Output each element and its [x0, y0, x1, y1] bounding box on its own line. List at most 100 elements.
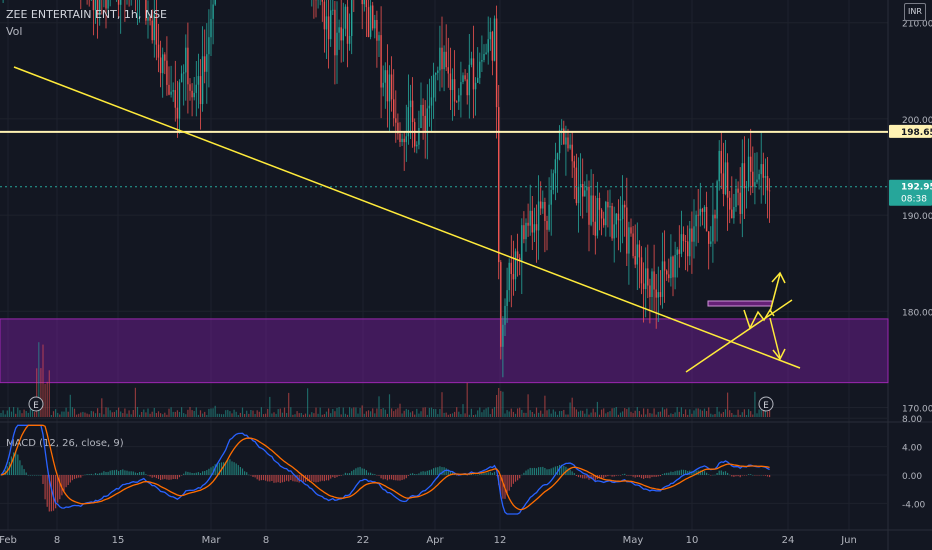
- volume-bar: [750, 411, 752, 417]
- candle-body: [537, 201, 540, 231]
- time-axis-label: 12: [494, 535, 507, 546]
- volume-bar: [699, 409, 701, 417]
- macd-histogram-bar: [361, 468, 363, 475]
- candle-body: [378, 35, 380, 41]
- candle-body: [210, 18, 212, 38]
- macd-histogram-bar: [571, 471, 573, 475]
- macd-histogram-bar: [332, 475, 334, 478]
- macd-histogram-bar: [430, 469, 433, 475]
- volume-bar: [710, 413, 712, 417]
- volume-bar: [424, 407, 426, 417]
- volume-bar: [120, 411, 122, 417]
- volume-bar: [483, 409, 485, 417]
- volume-bar: [409, 412, 412, 417]
- symbol-title[interactable]: ZEE ENTERTAIN ENT, 1h, NSE: [6, 8, 167, 21]
- macd-histogram-bar: [733, 475, 735, 477]
- volume-bar: [405, 408, 407, 417]
- candle-body: [409, 100, 412, 108]
- candle-body: [697, 214, 699, 216]
- volume-bar: [449, 413, 451, 417]
- volume-bar: [223, 414, 225, 417]
- volume-bar: [458, 411, 460, 417]
- candle-body: [176, 107, 179, 119]
- macd-histogram-bar: [128, 471, 130, 475]
- macd-histogram-bar: [132, 471, 134, 475]
- volume-bar: [651, 413, 653, 417]
- macd-pane: MACD (12, 26, close, 9): [0, 424, 771, 515]
- macd-axis-tick-label: 4.00: [902, 444, 922, 454]
- volume-bar: [697, 408, 699, 417]
- volume-bar: [170, 407, 172, 417]
- candle-body: [684, 241, 687, 242]
- candle-body: [107, 0, 109, 9]
- macd-histogram-bar: [139, 472, 141, 475]
- volume-bar: [468, 414, 470, 417]
- macd-histogram-bar: [309, 475, 311, 482]
- macd-histogram-bar: [527, 469, 529, 475]
- candle-body: [384, 70, 386, 83]
- macd-histogram-bar: [65, 475, 67, 488]
- volume-bar: [590, 412, 592, 417]
- macd-histogram-bar: [508, 475, 510, 491]
- price-axis-tick-label: 180.00: [902, 308, 932, 318]
- currency-badge[interactable]: INR: [904, 3, 926, 21]
- volume-bar: [460, 414, 462, 417]
- candle-body: [178, 82, 181, 119]
- macd-histogram-bar: [605, 475, 607, 477]
- macd-histogram-bar: [273, 475, 275, 483]
- macd-histogram-bar: [477, 474, 479, 476]
- time-axis-label: Mar: [202, 535, 222, 546]
- macd-histogram-bar: [63, 475, 65, 492]
- candle-body: [510, 262, 512, 274]
- macd-histogram-bar: [638, 475, 640, 478]
- volume-bar: [73, 408, 76, 417]
- volume-indicator-label[interactable]: Vol: [6, 25, 23, 38]
- candle-body: [151, 20, 153, 41]
- macd-histogram-bar: [643, 475, 645, 479]
- candle-body: [561, 128, 563, 130]
- macd-histogram-bar: [561, 464, 563, 475]
- candle-body: [504, 305, 506, 325]
- volume-bar: [582, 410, 584, 417]
- candle-body: [159, 57, 162, 74]
- time-axis-label: 24: [782, 535, 795, 546]
- candle-body: [470, 58, 473, 65]
- macd-histogram-bar: [357, 467, 359, 475]
- candle-body: [592, 195, 594, 222]
- macd-histogram-bar: [359, 466, 361, 475]
- macd-histogram-bar: [401, 475, 403, 480]
- macd-histogram-bar: [554, 466, 556, 475]
- volume-bar: [569, 402, 571, 417]
- candle-body: [666, 270, 668, 275]
- volume-bar: [393, 411, 395, 417]
- macd-histogram-bar: [227, 460, 229, 475]
- volume-bar: [86, 413, 88, 417]
- volume-bar: [388, 394, 391, 417]
- macd-histogram-bar: [569, 469, 571, 475]
- volume-bar: [36, 368, 38, 417]
- macd-histogram-bar: [517, 475, 519, 481]
- volume-bar: [611, 408, 613, 417]
- volume-bar: [695, 408, 697, 417]
- volume-bar: [346, 414, 349, 417]
- macd-histogram-bar: [682, 469, 685, 475]
- candle-body: [374, 20, 376, 29]
- macd-histogram-bar: [540, 467, 542, 475]
- volume-bar: [225, 410, 227, 417]
- macd-histogram-bar: [676, 470, 678, 475]
- macd-histogram-bar: [756, 475, 758, 476]
- volume-bar: [17, 407, 19, 417]
- volume-bar: [718, 411, 720, 417]
- macd-histogram-bar: [283, 475, 286, 482]
- volume-bar: [416, 408, 418, 417]
- volume-bar: [216, 413, 218, 417]
- volume-bar: [512, 411, 514, 417]
- volume-bar: [535, 407, 538, 417]
- macd-histogram-bar: [714, 474, 716, 476]
- volume-bar: [118, 407, 120, 417]
- volume-bar: [237, 415, 239, 417]
- macd-histogram-bar: [582, 475, 584, 479]
- candle-body: [453, 79, 456, 102]
- volume-bar: [355, 407, 357, 417]
- volume-bar: [372, 408, 374, 417]
